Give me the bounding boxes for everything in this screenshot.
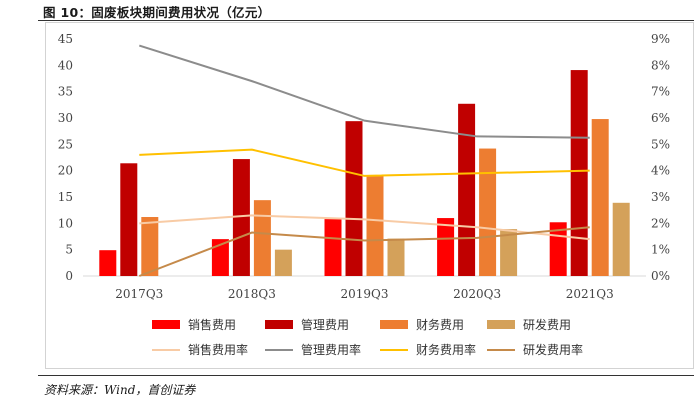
line-series-3: [139, 148, 590, 177]
bar-3: [479, 148, 497, 276]
bar-4: [500, 229, 518, 276]
y-left-tick-label: 0: [65, 269, 73, 283]
x-tick-label: 2019Q3: [340, 287, 388, 301]
bar-4: [387, 238, 405, 276]
y-left-tick-label: 5: [65, 243, 73, 257]
y-left-tick-label: 25: [58, 137, 73, 151]
bar-2: [232, 159, 250, 276]
y-left-tick-label: 45: [58, 32, 73, 46]
y-left-tick-label: 40: [58, 58, 73, 72]
bar-3: [591, 119, 609, 276]
y-right-tick-label: 4%: [651, 164, 670, 178]
y-right-tick-label: 0%: [651, 269, 670, 283]
bar-4: [612, 202, 630, 276]
line-series-1: [139, 214, 590, 241]
y-right-tick-label: 7%: [651, 85, 670, 99]
legend-bar-swatch: [152, 320, 180, 329]
legend-bar-label: 财务费用: [416, 317, 464, 332]
y-right-tick-label: 2%: [651, 216, 670, 230]
legend-bar-swatch: [487, 320, 515, 329]
legend-bar-swatch: [380, 320, 408, 329]
legend-line-label: 研发费用率: [523, 342, 583, 357]
bar-1: [324, 219, 342, 276]
line-series-4: [138, 226, 590, 277]
source-rule: [38, 375, 694, 376]
chart-frame: [45, 22, 694, 369]
y-right-tick-label: 8%: [651, 58, 670, 72]
x-tick-label: 2021Q3: [566, 287, 614, 301]
line-series-2: [138, 44, 590, 139]
bar-2: [345, 121, 363, 276]
bar-1: [99, 250, 117, 276]
legend-bar-label: 管理费用: [301, 317, 349, 332]
bar-3: [141, 217, 159, 276]
bar-4: [274, 249, 292, 276]
bar-1: [211, 239, 229, 276]
y-right-tick-label: 9%: [651, 32, 670, 46]
bar-2: [458, 103, 476, 276]
bar-3: [253, 200, 271, 276]
x-tick-label: 2018Q3: [228, 287, 276, 301]
bar-2: [570, 70, 588, 276]
y-left-tick-label: 30: [58, 111, 73, 125]
y-left-tick-label: 15: [58, 190, 73, 204]
bar-1: [437, 218, 455, 276]
figure-title: 图 10：固废板块期间费用状况（亿元）: [43, 5, 271, 20]
y-right-tick-label: 3%: [651, 190, 670, 204]
legend-line-label: 销售费用率: [188, 342, 248, 357]
bar-3: [366, 175, 384, 276]
y-left-tick-label: 10: [58, 216, 73, 230]
legend-line-label: 管理费用率: [301, 342, 361, 357]
x-tick-label: 2020Q3: [453, 287, 501, 301]
bar-2: [120, 163, 138, 276]
legend-line-label: 财务费用率: [416, 342, 476, 357]
y-left-tick-label: 20: [58, 164, 73, 178]
title-rule: [38, 20, 694, 21]
y-left-tick-label: 35: [58, 85, 73, 99]
x-tick-label: 2017Q3: [115, 287, 163, 301]
legend-bar-label: 销售费用: [188, 317, 236, 332]
legend-bar-swatch: [265, 320, 293, 329]
source-note: 资料来源：Wind，首创证券: [44, 383, 196, 397]
y-right-tick-label: 6%: [651, 111, 670, 125]
legend-bar-label: 研发费用: [523, 317, 571, 332]
y-right-tick-label: 1%: [651, 243, 670, 257]
y-right-tick-label: 5%: [651, 137, 670, 151]
